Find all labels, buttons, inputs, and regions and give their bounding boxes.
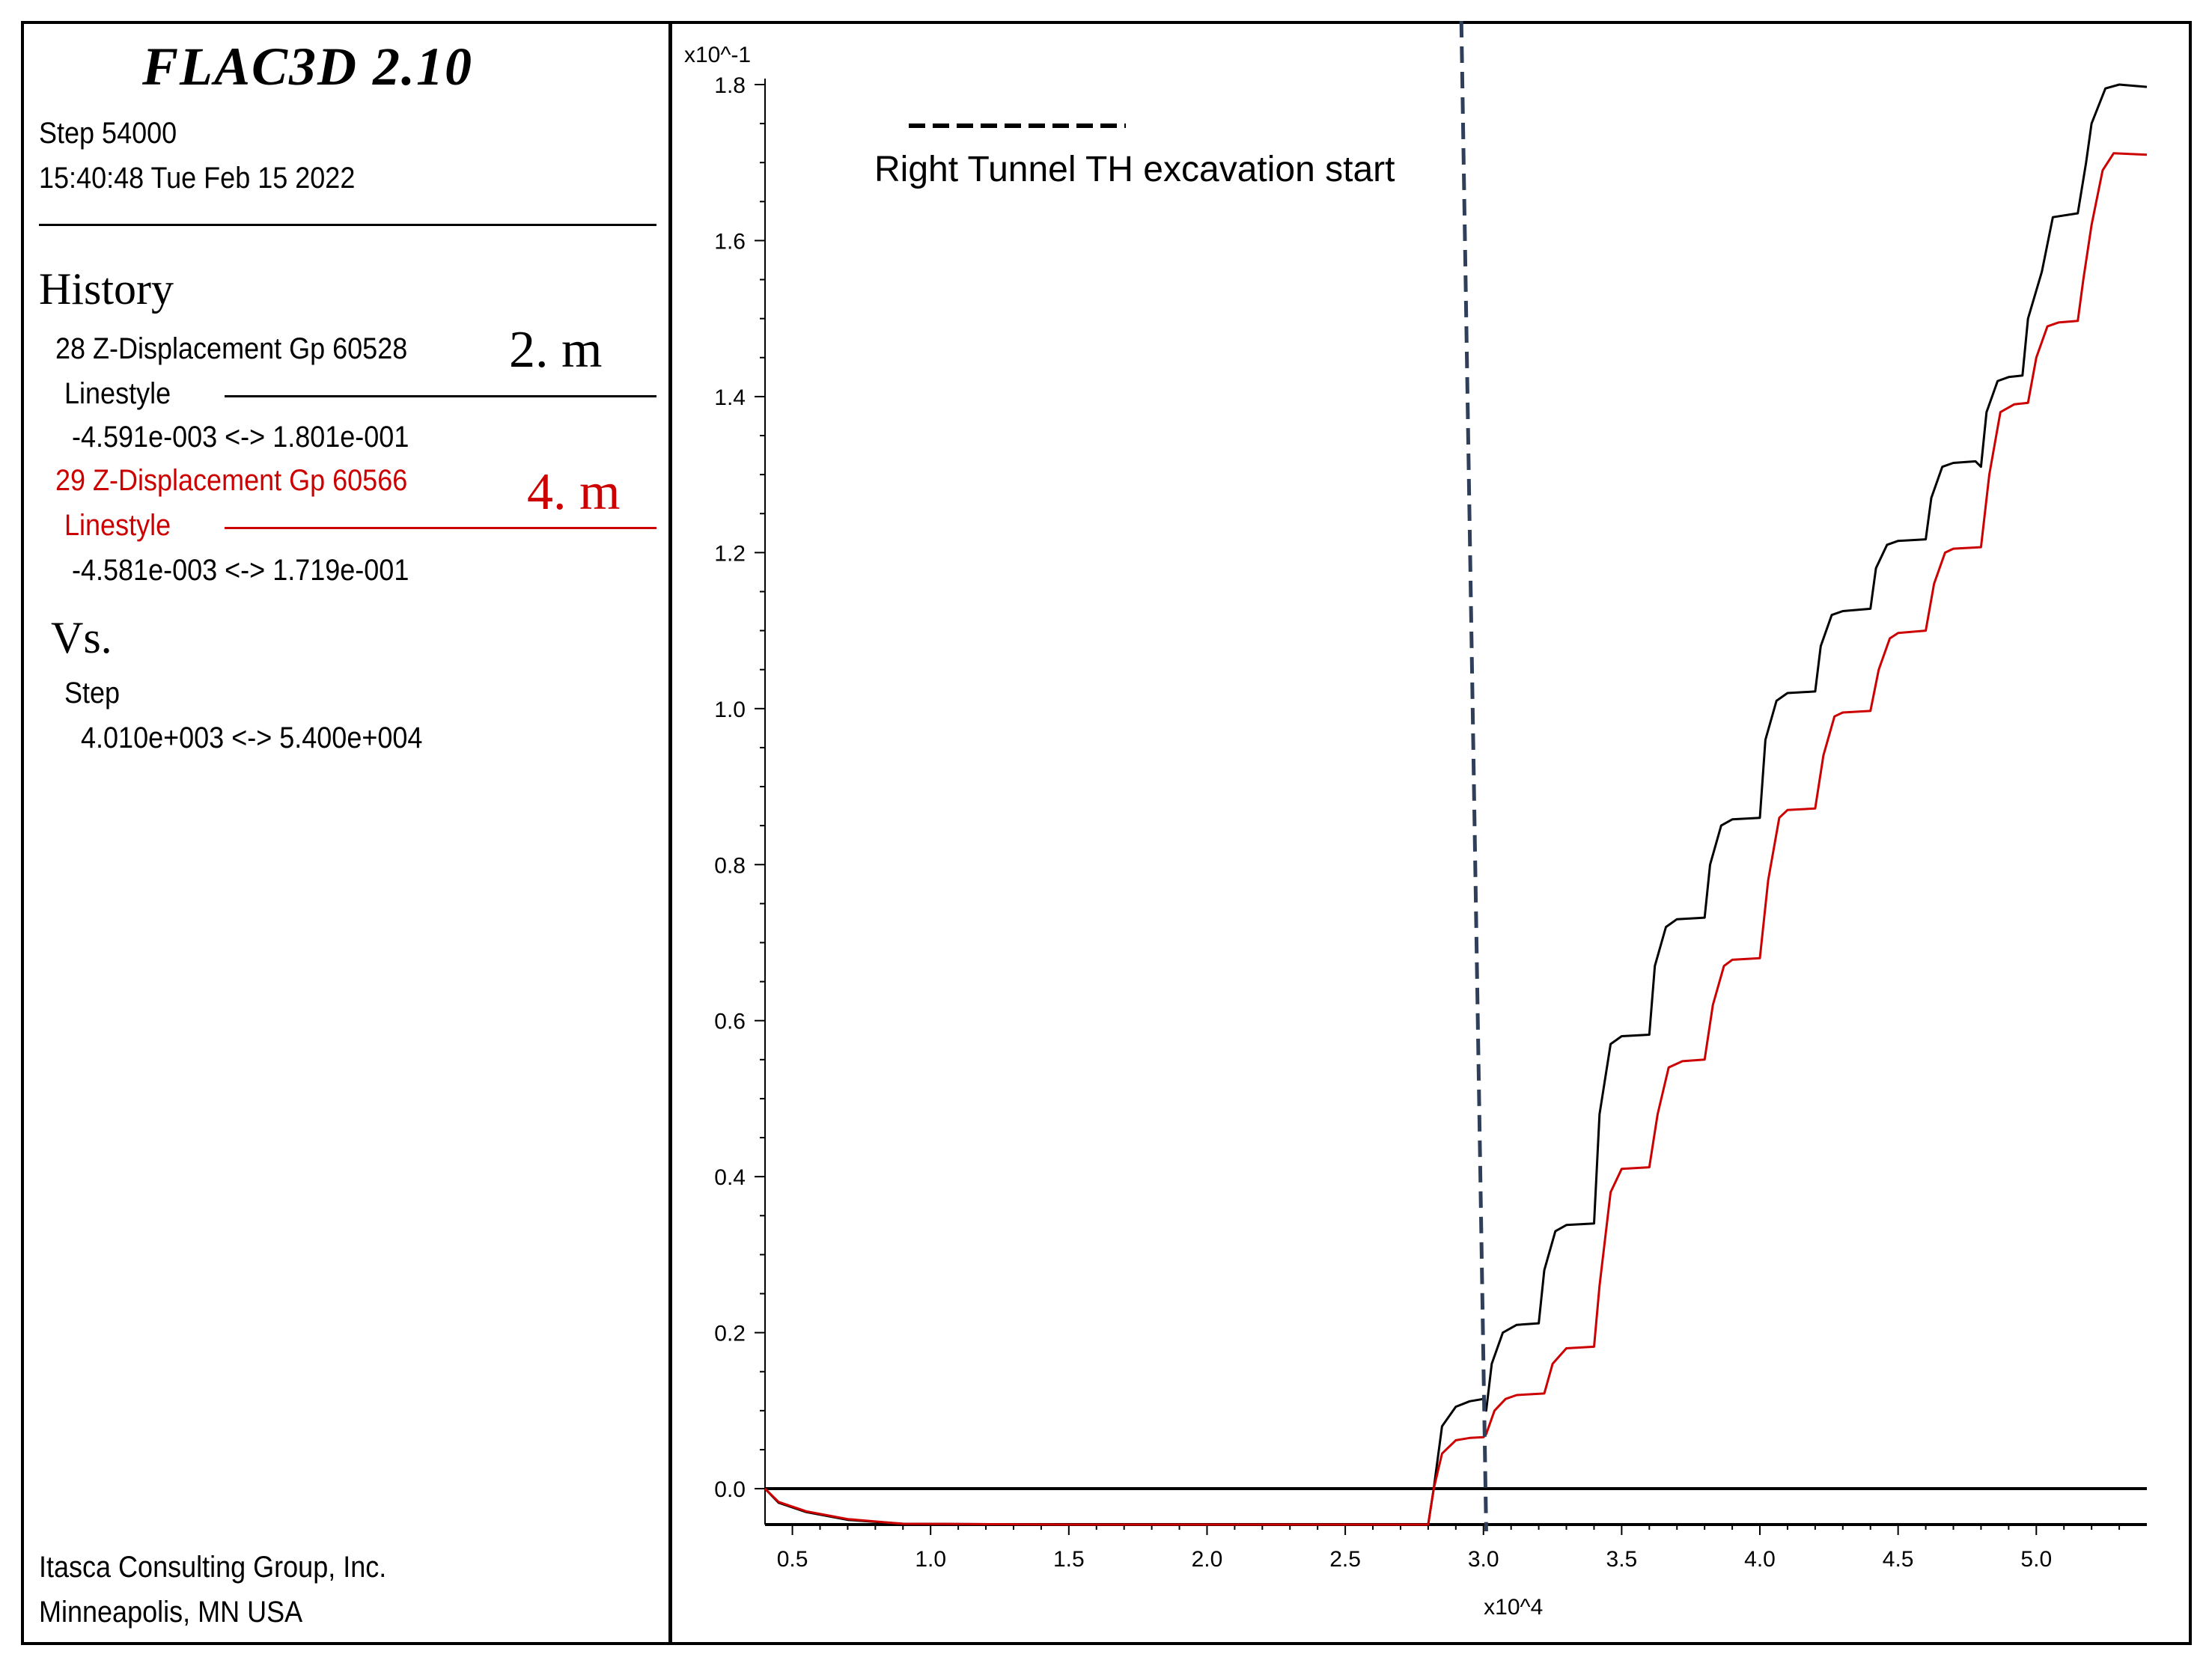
x-tick-label: 5.0 — [2020, 1547, 2052, 1572]
y-axis-multiplier: x10^-1 — [684, 43, 751, 67]
x-tick-label: 0.5 — [777, 1547, 808, 1572]
app-title: FLAC3D 2.10 — [142, 37, 474, 97]
series-1-range: -4.591e-003 <-> 1.801e-001 — [72, 421, 409, 454]
header-divider — [39, 224, 656, 226]
timestamp: 15:40:48 Tue Feb 15 2022 — [39, 162, 356, 195]
x-tick-label: 4.5 — [1883, 1547, 1914, 1572]
series-1-linestyle-label: Linestyle — [64, 377, 171, 410]
x-tick-label: 4.0 — [1744, 1547, 1776, 1572]
company-location: Minneapolis, MN USA — [39, 1596, 303, 1629]
series-2-label: 29 Z-Displacement Gp 60566 — [55, 464, 408, 497]
x-tick-label: 2.0 — [1192, 1547, 1223, 1572]
y-tick-label: 1.8 — [714, 73, 746, 98]
company-name: Itasca Consulting Group, Inc. — [39, 1551, 387, 1584]
series-1-line-swatch — [225, 395, 656, 397]
series-2-note: 4. m — [527, 463, 621, 521]
plot-frame — [21, 21, 2192, 1645]
series-2-line-swatch — [225, 527, 656, 529]
excavation-start-line — [1459, 20, 1488, 1532]
y-tick-label: 0.2 — [714, 1322, 746, 1346]
x-tick-label: 3.5 — [1606, 1547, 1638, 1572]
y-tick-label: 1.4 — [714, 385, 746, 410]
series-2-linestyle-label: Linestyle — [64, 509, 171, 542]
y-tick-label: 0.6 — [714, 1010, 746, 1034]
y-tick-label: 1.6 — [714, 229, 746, 254]
y-tick-label: 1.0 — [714, 698, 746, 722]
series-1-label: 28 Z-Displacement Gp 60528 — [55, 332, 408, 365]
x-variable: Step — [64, 677, 121, 710]
panel-divider — [668, 21, 672, 1645]
excavation-start-label: Right Tunnel TH excavation start — [874, 150, 1395, 189]
x-tick-label: 3.0 — [1468, 1547, 1499, 1572]
x-tick-label: 1.5 — [1053, 1547, 1085, 1572]
x-range: 4.010e+003 <-> 5.400e+004 — [81, 721, 423, 754]
y-tick-label: 1.2 — [714, 541, 746, 566]
series-line-1 — [764, 83, 2148, 1526]
y-tick-label: 0.4 — [714, 1165, 746, 1190]
x-tick-label: 2.5 — [1329, 1547, 1361, 1572]
y-tick-label: 0.8 — [714, 853, 746, 878]
x-tick-label: 1.0 — [915, 1547, 946, 1572]
y-tick-label: 0.0 — [714, 1477, 746, 1502]
vs-heading: Vs. — [51, 613, 112, 662]
series-line-2 — [764, 152, 2148, 1526]
series-1-note: 2. m — [509, 321, 603, 379]
step-line: Step 54000 — [39, 117, 177, 150]
x-axis-multiplier: x10^4 — [1484, 1595, 1543, 1620]
history-heading: History — [39, 264, 174, 314]
series-2-range: -4.581e-003 <-> 1.719e-001 — [72, 554, 409, 587]
